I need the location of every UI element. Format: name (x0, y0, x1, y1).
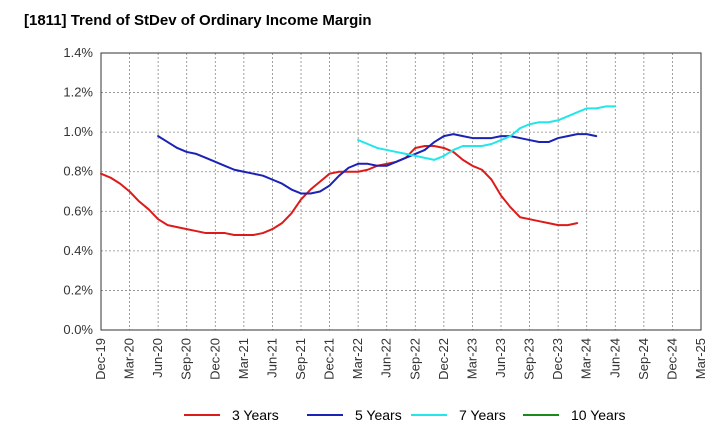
plot-frame (100, 52, 702, 331)
x-tick-label: Mar-23 (464, 338, 479, 379)
x-tick-label: Mar-25 (693, 338, 708, 379)
x-tick-label: Jun-22 (379, 338, 394, 378)
y-tick-label: 1.2% (63, 85, 93, 100)
x-tick-label: Dec-22 (436, 338, 451, 380)
legend-label: 3 Years (232, 407, 279, 423)
chart-title: [1811] Trend of StDev of Ordinary Income… (24, 12, 372, 29)
y-tick-label: 1.0% (63, 124, 93, 139)
x-tick-label: Sep-22 (407, 338, 422, 380)
series-line-7-years (357, 105, 617, 161)
x-tick-label: Sep-24 (636, 338, 651, 380)
legend-item: 3 Years (184, 404, 279, 426)
x-tick-label: Sep-21 (293, 338, 308, 380)
axes (100, 52, 702, 331)
x-tick-label: Jun-20 (150, 338, 165, 378)
x-tick-label: Mar-21 (236, 338, 251, 379)
x-tick-label: Jun-23 (493, 338, 508, 378)
y-tick-label: 0.4% (63, 243, 93, 258)
y-tick-label: 1.4% (63, 45, 93, 60)
x-tick-label: Sep-23 (522, 338, 537, 380)
x-tick-label: Dec-21 (322, 338, 337, 380)
legend: 3 Years 5 Years 7 Years 10 Years (0, 404, 720, 426)
x-tick-label: Sep-20 (179, 338, 194, 380)
legend-label: 10 Years (571, 407, 626, 423)
y-tick-label: 0.6% (63, 203, 93, 218)
legend-swatch (307, 414, 343, 416)
x-tick-label: Dec-23 (550, 338, 565, 380)
x-tick-label: Dec-19 (93, 338, 108, 380)
series-line-5-years (157, 133, 598, 195)
x-tick-label: Mar-24 (579, 338, 594, 379)
y-tick-label: 0.8% (63, 164, 93, 179)
x-tick-labels: Dec-19 Mar-20 Jun-20 Sep-20 Dec-20 Mar-21 Jun-… (93, 338, 708, 380)
grid-lines (101, 52, 701, 330)
series-lines (100, 105, 617, 237)
y-tick-label: 0.2% (63, 282, 93, 297)
legend-swatch (411, 414, 447, 416)
x-tick-label: Dec-20 (207, 338, 222, 380)
series-line-3-years (100, 144, 579, 237)
x-tick-label: Mar-20 (122, 338, 137, 379)
legend-label: 5 Years (355, 407, 402, 423)
legend-label: 7 Years (459, 407, 506, 423)
legend-swatch (523, 414, 559, 416)
y-tick-label: 0.0% (63, 322, 93, 337)
legend-swatch (184, 414, 220, 416)
x-tick-label: Dec-24 (664, 338, 679, 380)
x-tick-label: Mar-22 (350, 338, 365, 379)
legend-item: 5 Years (307, 404, 402, 426)
y-tick-labels: 0.0% 0.2% 0.4% 0.6% 0.8% 1.0% 1.2% 1.4% (63, 45, 93, 337)
legend-item: 10 Years (523, 404, 626, 426)
x-tick-label: Jun-21 (264, 338, 279, 378)
x-tick-label: Jun-24 (607, 338, 622, 378)
legend-item: 7 Years (411, 404, 506, 426)
